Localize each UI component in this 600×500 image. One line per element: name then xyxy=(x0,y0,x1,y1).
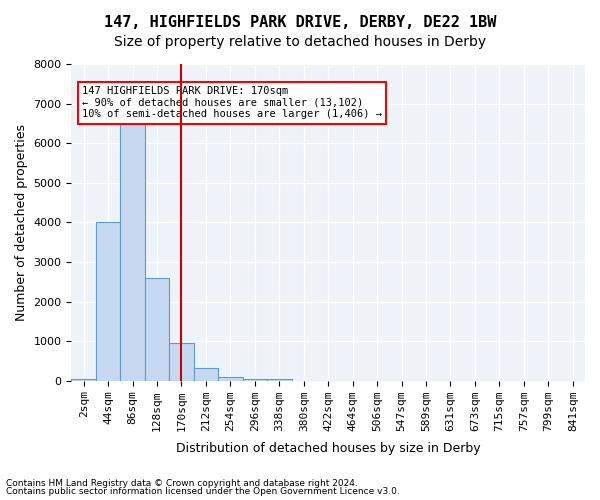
X-axis label: Distribution of detached houses by size in Derby: Distribution of detached houses by size … xyxy=(176,442,481,455)
Text: 147, HIGHFIELDS PARK DRIVE, DERBY, DE22 1BW: 147, HIGHFIELDS PARK DRIVE, DERBY, DE22 … xyxy=(104,15,496,30)
Text: Size of property relative to detached houses in Derby: Size of property relative to detached ho… xyxy=(114,35,486,49)
Bar xyxy=(121,120,145,380)
Bar xyxy=(194,368,218,380)
Bar xyxy=(96,222,121,380)
Bar xyxy=(169,343,194,380)
Bar xyxy=(71,378,96,380)
Bar xyxy=(145,278,169,380)
Bar xyxy=(218,376,242,380)
Y-axis label: Number of detached properties: Number of detached properties xyxy=(15,124,28,321)
Text: Contains public sector information licensed under the Open Government Licence v3: Contains public sector information licen… xyxy=(6,487,400,496)
Bar xyxy=(242,378,267,380)
Text: 147 HIGHFIELDS PARK DRIVE: 170sqm
← 90% of detached houses are smaller (13,102)
: 147 HIGHFIELDS PARK DRIVE: 170sqm ← 90% … xyxy=(82,86,382,120)
Text: Contains HM Land Registry data © Crown copyright and database right 2024.: Contains HM Land Registry data © Crown c… xyxy=(6,478,358,488)
